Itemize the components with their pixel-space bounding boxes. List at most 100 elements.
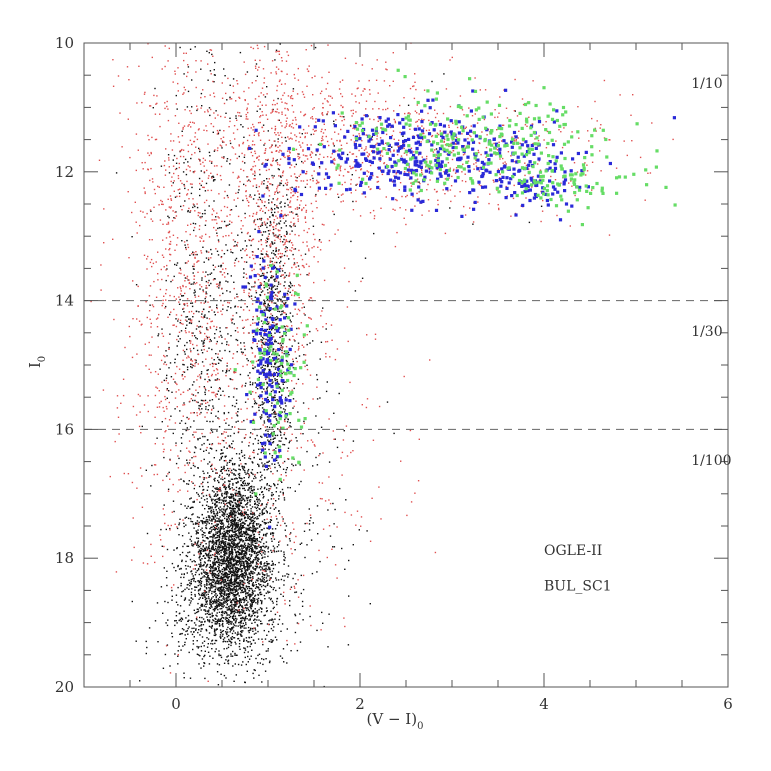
point: [189, 318, 191, 320]
point: [231, 603, 233, 606]
point: [228, 607, 230, 609]
point: [236, 618, 238, 620]
point: [226, 559, 229, 561]
point: [247, 558, 249, 560]
point: [223, 560, 226, 562]
point: [215, 533, 217, 535]
point: [227, 620, 229, 623]
point: [216, 501, 218, 503]
point: [261, 416, 263, 418]
point: [230, 513, 232, 516]
point: [248, 179, 250, 181]
point: [213, 591, 215, 593]
point: [267, 439, 269, 441]
point: [230, 459, 232, 462]
point: [229, 497, 232, 499]
point: [262, 403, 264, 405]
point: [227, 655, 229, 657]
point: [234, 330, 237, 332]
point: [245, 623, 247, 626]
point: [234, 574, 236, 576]
point: [222, 574, 224, 576]
point: [279, 327, 281, 329]
point: [275, 589, 277, 592]
point: [266, 436, 268, 438]
point: [178, 192, 181, 194]
point: [268, 309, 270, 312]
point: [246, 607, 248, 609]
point: [197, 493, 199, 496]
point: [260, 563, 262, 565]
point: [240, 512, 242, 514]
point: [221, 560, 224, 563]
point: [222, 483, 225, 485]
point: [187, 545, 190, 547]
point: [211, 575, 213, 577]
point: [248, 282, 250, 285]
point: [247, 594, 249, 597]
point: [270, 423, 272, 425]
point: [212, 547, 215, 549]
point: [229, 507, 231, 509]
point: [267, 346, 269, 348]
point: [189, 48, 192, 50]
point: [231, 535, 234, 538]
point: [264, 444, 266, 447]
point: [261, 601, 263, 603]
point: [218, 358, 220, 361]
point: [247, 517, 249, 520]
point: [213, 570, 215, 572]
point: [210, 604, 212, 607]
point: [220, 478, 222, 480]
point: [245, 528, 247, 530]
point: [173, 217, 175, 219]
point: [212, 509, 215, 511]
point: [260, 217, 263, 220]
point: [209, 589, 211, 591]
point: [282, 296, 284, 298]
point: [213, 337, 216, 339]
point: [230, 335, 232, 337]
point: [214, 524, 217, 527]
point: [251, 591, 253, 594]
point: [256, 506, 259, 508]
point: [247, 514, 249, 516]
point: [232, 507, 235, 510]
point: [175, 601, 178, 603]
point: [278, 354, 280, 357]
point: [280, 182, 282, 185]
point: [187, 210, 189, 213]
point: [206, 582, 208, 585]
point: [273, 551, 276, 553]
point: [184, 262, 187, 264]
point: [208, 581, 210, 583]
point: [216, 532, 218, 534]
point: [237, 611, 239, 614]
point: [280, 434, 282, 436]
point: [251, 562, 253, 564]
point: [214, 179, 216, 181]
point: [207, 537, 209, 540]
point: [196, 645, 198, 648]
point: [249, 486, 252, 488]
point: [183, 576, 185, 579]
point: [258, 409, 260, 412]
point: [222, 638, 225, 641]
point: [252, 609, 254, 612]
point: [165, 475, 168, 477]
point: [251, 538, 254, 540]
point: [227, 506, 229, 508]
point: [267, 309, 269, 311]
point: [263, 180, 265, 182]
point: [246, 245, 248, 247]
point: [278, 222, 280, 224]
point: [283, 285, 285, 287]
point: [282, 241, 284, 243]
point: [233, 637, 236, 639]
point: [246, 539, 248, 541]
point: [209, 570, 211, 572]
point: [283, 460, 286, 463]
point: [187, 551, 189, 554]
point: [270, 211, 273, 214]
